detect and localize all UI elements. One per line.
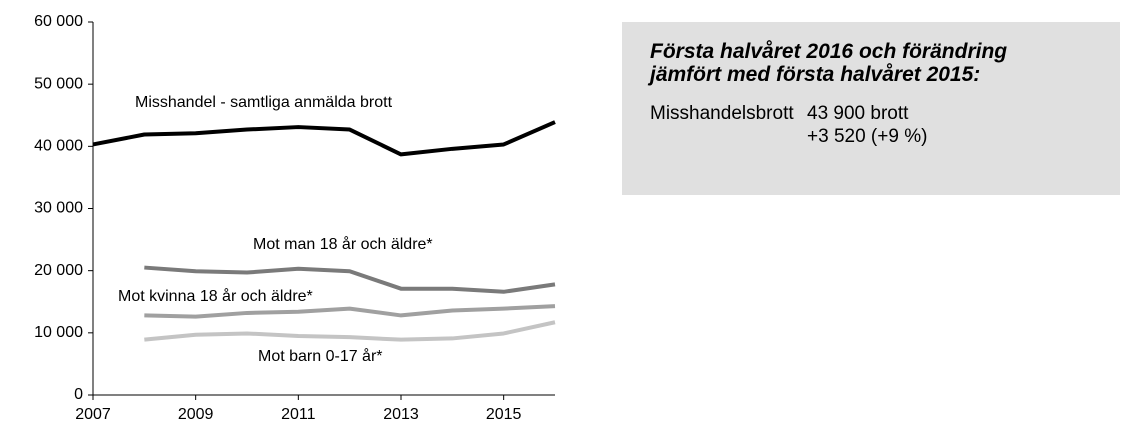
info-label: Misshandelsbrott: [650, 103, 794, 124]
x-tick-label: 2007: [75, 406, 111, 423]
x-tick-label: 2013: [383, 406, 419, 423]
series-label: Mot man 18 år och äldre*: [253, 235, 433, 253]
info-line: 43 900 brott: [807, 103, 909, 124]
series-label: Mot kvinna 18 år och äldre*: [118, 287, 313, 305]
y-tick-label: 30 000: [34, 200, 83, 217]
x-tick-label: 2015: [486, 406, 522, 423]
y-tick-label: 60 000: [34, 13, 83, 30]
info-row: Misshandelsbrott 43 900 brott +3 520 (+9…: [650, 102, 1120, 148]
x-tick-label: 2009: [178, 406, 214, 423]
series-label: Misshandel - samtliga anmälda brott: [135, 94, 393, 111]
y-tick-label: 50 000: [34, 75, 83, 92]
series-line: [144, 265, 556, 294]
series-label: Mot barn 0-17 år*: [258, 347, 383, 365]
chart: 0 10 000 20 000 30 000 40 000 50 000 60 000 200…: [34, 13, 556, 423]
y-tick-label: 0: [74, 386, 83, 403]
y-tick-label: 20 000: [34, 262, 83, 279]
info-title: Första halvåret 2016 och förändring: [650, 40, 1008, 63]
x-tick-label: 2011: [281, 406, 316, 423]
y-tick-label: 10 000: [34, 324, 83, 341]
info-box: Första halvåret 2016 och förändring jämf…: [622, 22, 1120, 195]
y-tick-label: 40 000: [34, 138, 83, 155]
series-line: [92, 120, 556, 157]
info-values: 43 900 brott +3 520 (+9 %): [807, 102, 927, 148]
info-line: +3 520 (+9 %): [807, 126, 928, 147]
info-title: jämfört med första halvåret 2015:: [650, 63, 981, 86]
series-line: [144, 320, 556, 342]
series-line: [144, 304, 556, 319]
